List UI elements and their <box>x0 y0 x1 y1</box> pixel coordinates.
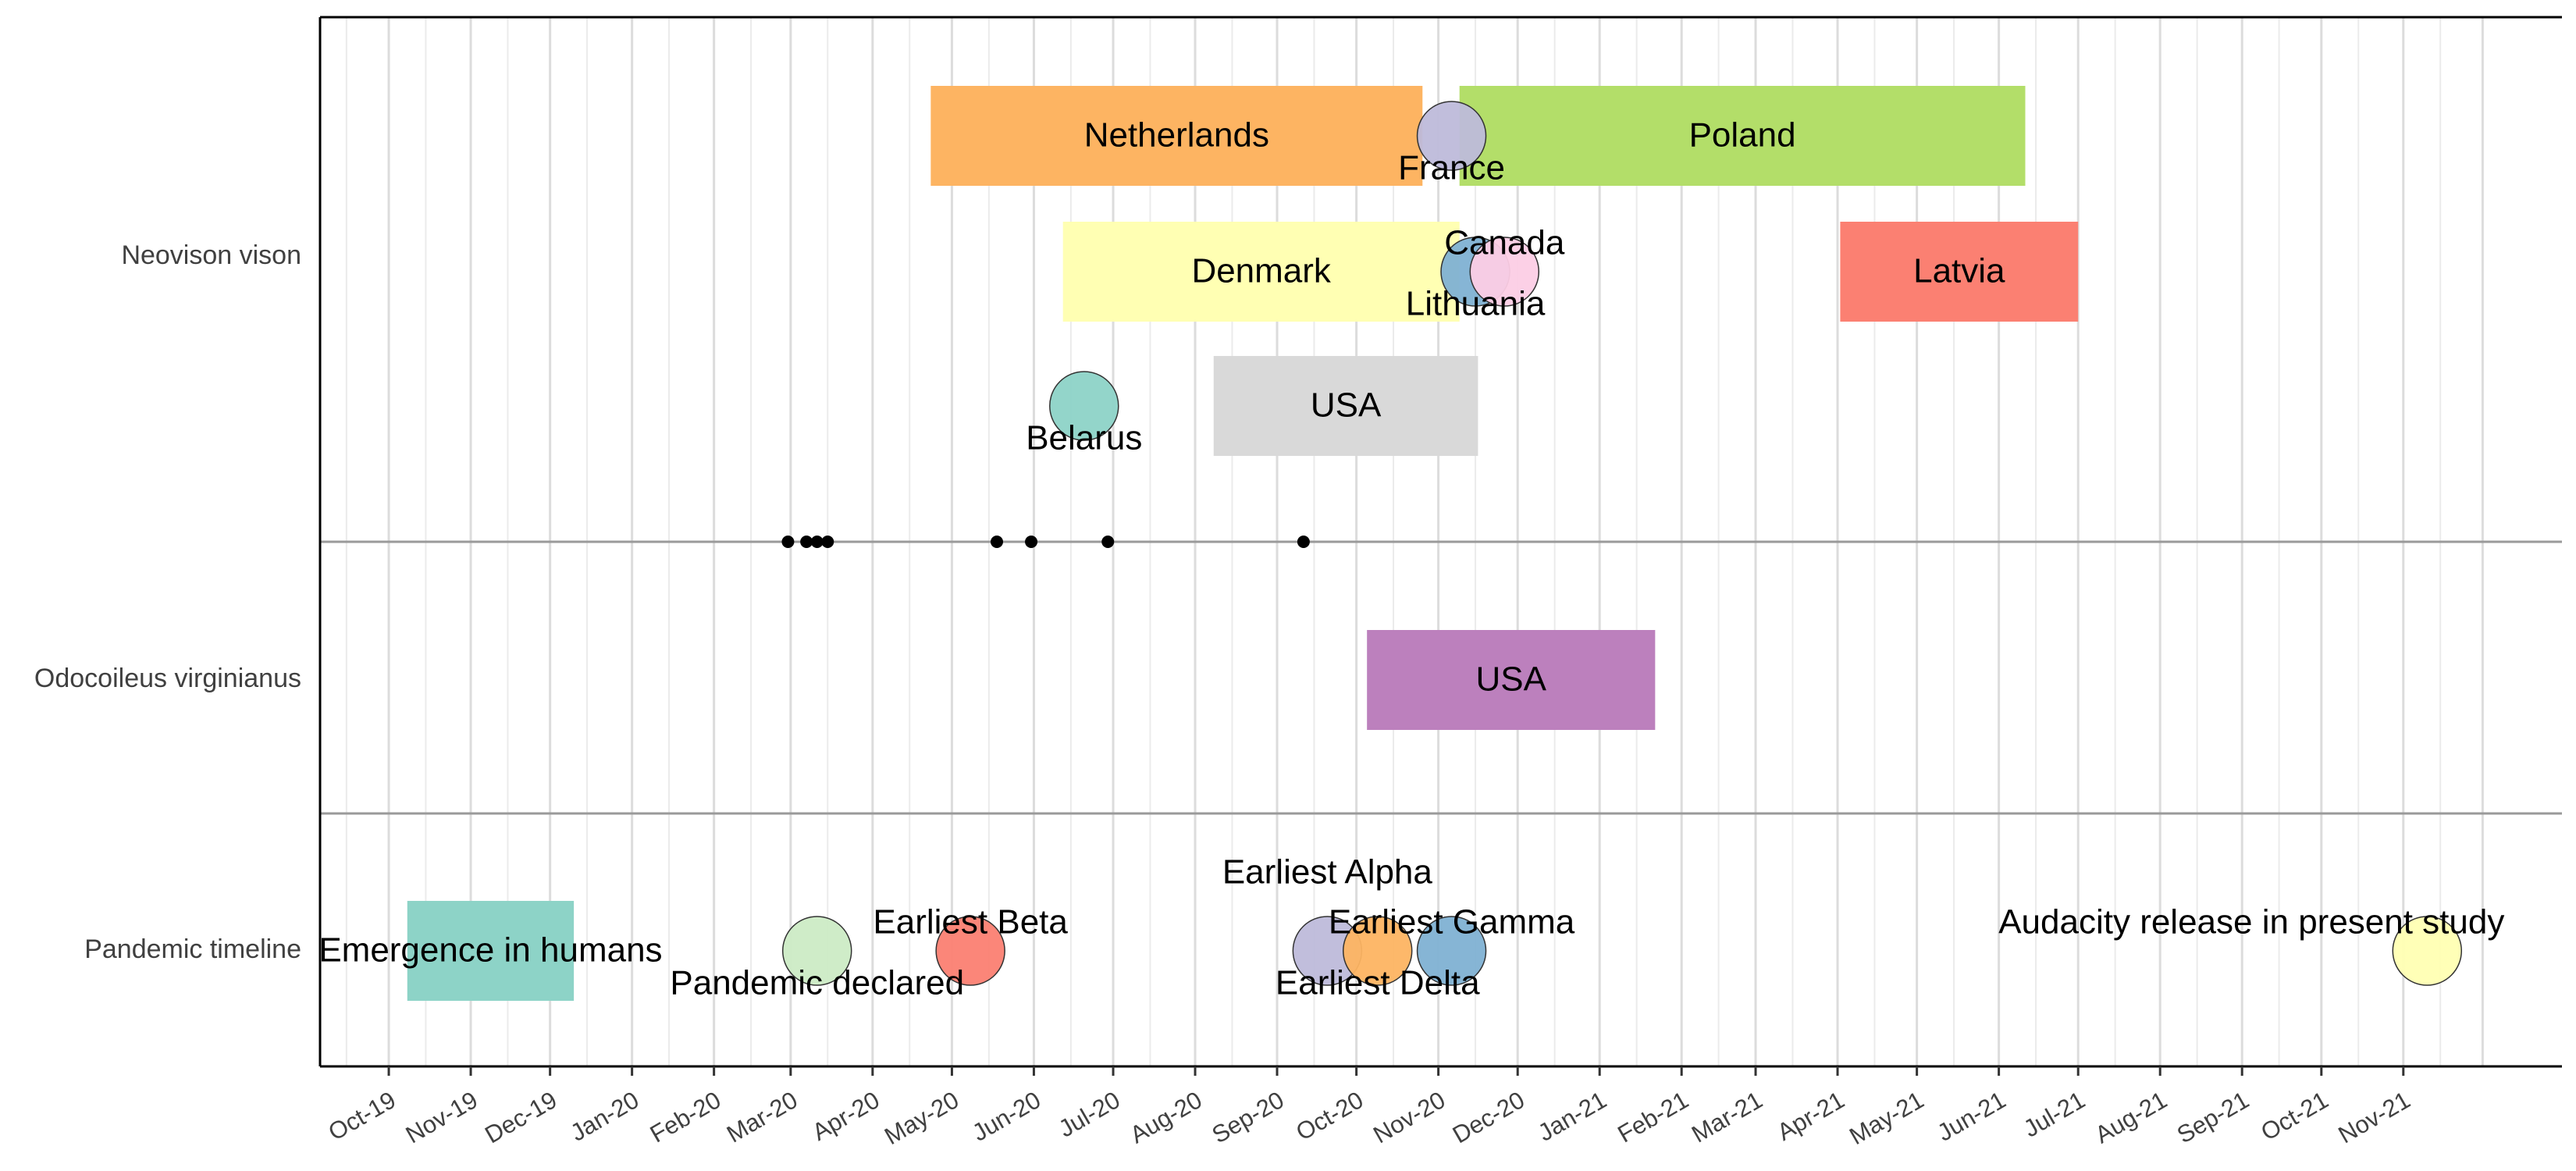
event-marker-earliest-gamma <box>1416 916 1487 986</box>
interval-bar-poland <box>1459 86 2026 186</box>
event-label-pandemic-declared: Pandemic declared <box>670 964 964 1002</box>
event-label-earliest-alpha: Earliest Alpha <box>1222 853 1433 892</box>
x-tick-label: Feb-21 <box>1613 1086 1693 1148</box>
interval-layer: Netherlands Poland Denmark Latvia USA USA Emer… <box>318 86 2079 1001</box>
boundary-point <box>1101 536 1115 548</box>
x-tick-label: Jul-20 <box>1054 1086 1125 1143</box>
point-layer <box>781 536 1310 548</box>
event-marker-canada <box>1469 237 1540 307</box>
event-marker-pandemic-declared <box>781 916 852 986</box>
interval-label-denmark: Denmark <box>1191 252 1331 290</box>
event-label-earliest-delta: Earliest Delta <box>1276 964 1480 1002</box>
boundary-point <box>800 536 813 548</box>
interval-bar-usa <box>1367 630 1656 730</box>
interval-bar-usa <box>1213 356 1478 456</box>
event-label-belarus: Belarus <box>1026 419 1142 457</box>
event-label-lithuania: Lithuania <box>1406 285 1546 323</box>
event-marker-audacity-release-in-present-study <box>2392 916 2463 986</box>
x-tick-label: Jan-20 <box>566 1086 644 1147</box>
event-marker-belarus <box>1049 371 1119 441</box>
interval-bar-netherlands <box>930 86 1423 186</box>
interval-label-usa: USA <box>1476 660 1547 699</box>
event-label-earliest-beta: Earliest Beta <box>873 903 1068 941</box>
interval-label-netherlands: Netherlands <box>1084 116 1269 155</box>
boundary-point <box>991 536 1004 548</box>
x-tick-label: Dec-19 <box>480 1086 561 1148</box>
x-tick-label: Mar-20 <box>722 1086 802 1148</box>
x-tick-label: Dec-20 <box>1448 1086 1529 1148</box>
event-label-france: France <box>1398 149 1505 187</box>
event-layer <box>781 101 2463 986</box>
boundary-point <box>821 536 834 548</box>
event-marker-earliest-delta <box>1342 916 1413 986</box>
boundary-point <box>781 536 795 548</box>
x-tick-label: Apr-20 <box>807 1086 884 1146</box>
x-tick-label: Jun-20 <box>968 1086 1046 1147</box>
x-tick-label: Aug-21 <box>2090 1086 2172 1148</box>
interval-bar-emergence-in-humans <box>407 901 575 1001</box>
event-label-earliest-gamma: Earliest Gamma <box>1329 903 1575 941</box>
label-layer: Neovison vison Odocoileus virginianus Pand… <box>34 149 2504 1002</box>
row-label-neovison-vison: Neovison vison <box>121 240 301 270</box>
interval-label-emergence-in-humans: Emergence in humans <box>318 931 662 970</box>
event-marker-france <box>1416 101 1487 171</box>
interval-label-usa: USA <box>1311 386 1382 425</box>
interval-bar-denmark <box>1062 222 1460 322</box>
interval-bar-latvia <box>1840 222 2079 322</box>
event-marker-earliest-beta <box>935 916 1005 986</box>
x-tick-label: Oct-20 <box>1291 1086 1368 1146</box>
boundary-point <box>1297 536 1310 548</box>
x-tick-label: Feb-20 <box>646 1086 726 1148</box>
x-tick-label: Oct-21 <box>2256 1086 2332 1146</box>
x-tick-label: Jan-21 <box>1533 1086 1611 1147</box>
x-tick-label: Nov-19 <box>401 1086 482 1148</box>
boundary-point <box>810 536 824 548</box>
row-label-pandemic-timeline: Pandemic timeline <box>84 934 301 964</box>
x-tick-label: Nov-20 <box>1368 1086 1450 1148</box>
x-tick-label: Sep-21 <box>2172 1086 2254 1148</box>
event-label-canada: Canada <box>1444 224 1565 262</box>
x-tick-label: Jun-21 <box>1933 1086 2011 1147</box>
x-tick-label: Mar-21 <box>1687 1086 1767 1148</box>
x-tick-label: May-20 <box>880 1086 963 1150</box>
x-tick-label: May-21 <box>1845 1086 1928 1150</box>
event-label-audacity-release-in-present-study: Audacity release in present study <box>1998 903 2504 941</box>
interval-label-poland: Poland <box>1689 116 1796 155</box>
x-tick-label: Sep-20 <box>1208 1086 1289 1148</box>
x-tick-label: Nov-21 <box>2333 1086 2414 1148</box>
row-label-odocoileus-virginianus: Odocoileus virginianus <box>34 664 301 693</box>
x-tick-label: Aug-20 <box>1126 1086 1207 1148</box>
x-tick-label: Oct-19 <box>324 1086 400 1146</box>
interval-label-latvia: Latvia <box>1913 252 2005 290</box>
x-tick-label: Jul-21 <box>2019 1086 2090 1143</box>
row-separators <box>320 540 2562 815</box>
boundary-point <box>1025 536 1038 548</box>
x-tick-label: Apr-21 <box>1773 1086 1849 1146</box>
